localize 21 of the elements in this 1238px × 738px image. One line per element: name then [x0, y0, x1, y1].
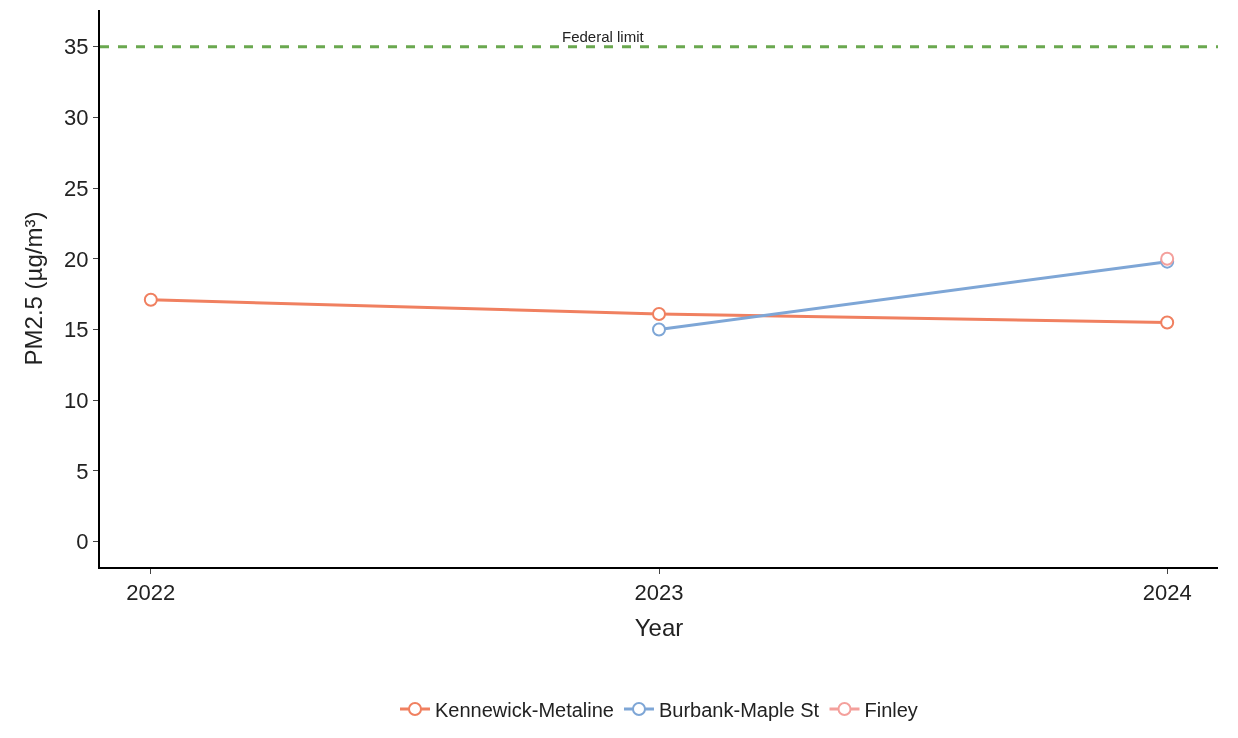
y-tick-label: 35: [64, 34, 89, 60]
legend-label: Burbank-Maple St: [658, 698, 820, 721]
point: [652, 306, 666, 321]
ref-line-label: Federal limit: [562, 28, 645, 45]
y-tick-label: 10: [64, 387, 89, 413]
x-tick-label: 2022: [126, 580, 176, 606]
y-tick-label: 25: [64, 175, 89, 201]
point: [652, 322, 666, 337]
y-tick-label: 20: [64, 246, 89, 272]
y-tick-label: 15: [64, 317, 89, 343]
x-tick-label: 2024: [1142, 580, 1192, 606]
y-axis-title: PM2.5 (µg/m³): [19, 211, 47, 366]
y-tick-label: 30: [64, 105, 89, 131]
x-tick-label: 2023: [634, 580, 684, 606]
point: [143, 292, 158, 307]
legend-label: Kennewick-Metaline: [435, 698, 614, 721]
point: [1160, 315, 1175, 330]
y-tick-label: 5: [76, 458, 89, 484]
y-tick-label: 0: [76, 529, 89, 555]
x-axis-title: Year: [634, 614, 684, 642]
legend-label: Finley: [864, 698, 918, 721]
